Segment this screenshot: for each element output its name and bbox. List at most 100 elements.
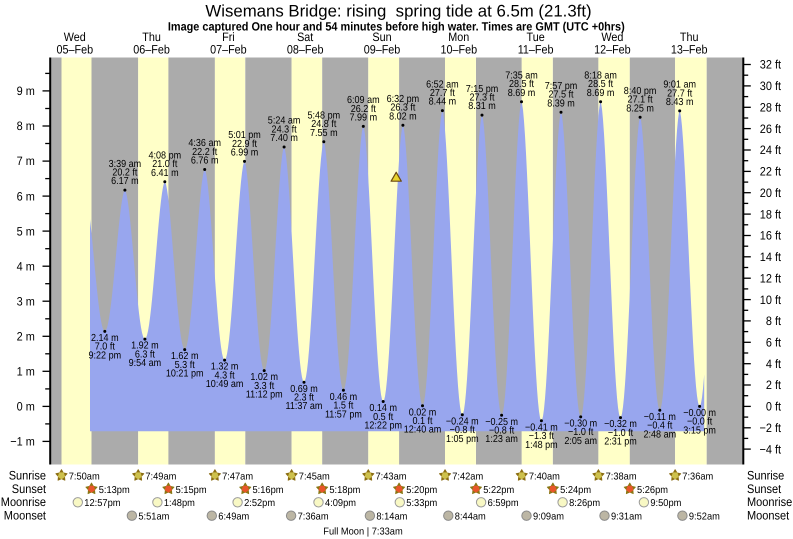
svg-text:0 m: 0 m: [17, 400, 35, 414]
svg-text:Moonrise: Moonrise: [747, 495, 792, 509]
svg-text:6.17 m: 6.17 m: [111, 176, 139, 187]
svg-text:5:20pm: 5:20pm: [406, 485, 437, 496]
svg-text:08–Feb: 08–Feb: [287, 42, 324, 56]
svg-text:Fri: Fri: [222, 30, 235, 44]
svg-text:14 ft: 14 ft: [760, 250, 782, 264]
svg-text:10:21 pm: 10:21 pm: [166, 369, 204, 380]
svg-text:−1.0 ft: −1.0 ft: [608, 428, 633, 439]
svg-text:26 ft: 26 ft: [760, 122, 782, 136]
svg-text:05–Feb: 05–Feb: [57, 42, 94, 56]
svg-text:11:57 pm: 11:57 pm: [325, 409, 362, 420]
svg-text:0.14 m: 0.14 m: [369, 403, 397, 414]
svg-text:3:39 am: 3:39 am: [109, 159, 142, 170]
svg-text:27.5 ft: 27.5 ft: [548, 90, 573, 101]
svg-text:16 ft: 16 ft: [760, 229, 782, 243]
svg-text:20 ft: 20 ft: [760, 186, 782, 200]
svg-text:12:57pm: 12:57pm: [84, 498, 120, 509]
svg-text:12:40 am: 12:40 am: [404, 425, 442, 436]
svg-text:1 m: 1 m: [17, 365, 35, 379]
svg-text:Sunrise: Sunrise: [747, 468, 784, 482]
svg-text:Mon: Mon: [448, 30, 469, 44]
svg-text:8.31 m: 8.31 m: [468, 101, 496, 112]
svg-text:1:48pm: 1:48pm: [164, 498, 195, 509]
svg-text:13–Feb: 13–Feb: [671, 42, 708, 56]
svg-text:8:44am: 8:44am: [455, 512, 486, 523]
svg-text:8:26pm: 8:26pm: [569, 498, 600, 509]
svg-text:7:42am: 7:42am: [452, 471, 483, 482]
svg-text:5:22pm: 5:22pm: [483, 485, 514, 496]
svg-text:4.3 ft: 4.3 ft: [215, 370, 235, 381]
svg-text:09–Feb: 09–Feb: [364, 42, 401, 56]
svg-text:1:23 am: 1:23 am: [485, 434, 518, 445]
svg-text:2 m: 2 m: [17, 330, 35, 344]
svg-text:26.3 ft: 26.3 ft: [390, 103, 415, 114]
svg-text:7.40 m: 7.40 m: [270, 133, 298, 144]
svg-text:Image captured One hour and 54: Image captured One hour and 54 minutes b…: [168, 19, 625, 33]
svg-text:7.99 m: 7.99 m: [350, 113, 378, 124]
svg-text:−0.0 ft: −0.0 ft: [687, 417, 712, 428]
svg-text:−4 ft: −4 ft: [760, 442, 782, 456]
svg-text:−0.4 ft: −0.4 ft: [647, 421, 672, 432]
svg-text:3.3 ft: 3.3 ft: [254, 381, 274, 392]
svg-text:5:15pm: 5:15pm: [176, 485, 207, 496]
svg-text:Sun: Sun: [372, 30, 391, 44]
svg-text:1.5 ft: 1.5 ft: [333, 401, 353, 412]
svg-text:Tue: Tue: [527, 30, 545, 44]
svg-text:6 ft: 6 ft: [766, 336, 782, 350]
svg-text:6:32 pm: 6:32 pm: [387, 94, 420, 105]
svg-text:22 ft: 22 ft: [760, 165, 782, 179]
svg-text:26.2 ft: 26.2 ft: [351, 104, 376, 115]
svg-text:4:08 pm: 4:08 pm: [149, 150, 182, 161]
svg-text:12 ft: 12 ft: [760, 271, 782, 285]
svg-text:9:09am: 9:09am: [533, 512, 564, 523]
svg-text:7:36am: 7:36am: [682, 471, 713, 482]
svg-text:Thu: Thu: [142, 30, 161, 44]
svg-text:1:48 pm: 1:48 pm: [525, 440, 558, 451]
svg-text:−1.0 ft: −1.0 ft: [568, 427, 593, 438]
svg-text:5:16pm: 5:16pm: [253, 485, 284, 496]
svg-text:−0.41 m: −0.41 m: [525, 422, 558, 433]
svg-text:5:13pm: 5:13pm: [99, 485, 130, 496]
svg-text:9:31am: 9:31am: [611, 512, 642, 523]
svg-text:3 m: 3 m: [17, 294, 35, 308]
svg-text:10 ft: 10 ft: [760, 293, 782, 307]
svg-text:28.5 ft: 28.5 ft: [588, 79, 613, 90]
svg-text:Sunset: Sunset: [747, 482, 782, 496]
svg-text:0 ft: 0 ft: [766, 400, 782, 414]
svg-text:Wed: Wed: [601, 30, 623, 44]
svg-text:10:49 am: 10:49 am: [206, 379, 244, 390]
svg-text:22.9 ft: 22.9 ft: [232, 139, 257, 150]
svg-text:6.41 m: 6.41 m: [151, 168, 179, 179]
svg-text:27.7 ft: 27.7 ft: [667, 88, 692, 99]
svg-text:8 ft: 8 ft: [766, 314, 782, 328]
svg-text:8.25 m: 8.25 m: [626, 103, 654, 114]
svg-text:4 ft: 4 ft: [766, 357, 782, 371]
svg-text:2:52pm: 2:52pm: [244, 498, 275, 509]
svg-text:2:48 am: 2:48 am: [644, 429, 677, 440]
svg-text:9:50pm: 9:50pm: [650, 498, 681, 509]
svg-text:Full Moon | 7:33am: Full Moon | 7:33am: [323, 527, 402, 538]
svg-text:−0.32 m: −0.32 m: [604, 419, 637, 430]
svg-text:6:09 am: 6:09 am: [347, 95, 380, 106]
svg-text:30 ft: 30 ft: [760, 79, 782, 93]
svg-text:28.5 ft: 28.5 ft: [509, 79, 534, 90]
svg-text:−0.30 m: −0.30 m: [564, 419, 597, 430]
svg-text:27.3 ft: 27.3 ft: [469, 93, 494, 104]
svg-text:06–Feb: 06–Feb: [133, 42, 170, 56]
svg-text:−0.8 ft: −0.8 ft: [489, 426, 514, 437]
svg-text:2:31 pm: 2:31 pm: [604, 437, 637, 448]
svg-text:28 ft: 28 ft: [760, 101, 782, 115]
svg-text:8 m: 8 m: [17, 119, 35, 133]
svg-text:6:52 am: 6:52 am: [426, 79, 459, 90]
svg-text:07–Feb: 07–Feb: [210, 42, 247, 56]
svg-text:−0.8 ft: −0.8 ft: [450, 425, 475, 436]
svg-text:2 ft: 2 ft: [766, 378, 782, 392]
svg-text:0.46 m: 0.46 m: [330, 392, 358, 403]
svg-text:9:52am: 9:52am: [689, 512, 720, 523]
svg-text:2.3 ft: 2.3 ft: [294, 393, 314, 404]
svg-text:18 ft: 18 ft: [760, 207, 782, 221]
svg-text:6 m: 6 m: [17, 189, 35, 203]
svg-text:9:01 am: 9:01 am: [663, 80, 696, 91]
svg-text:−2 ft: −2 ft: [760, 421, 782, 435]
svg-text:21.0 ft: 21.0 ft: [152, 159, 177, 170]
